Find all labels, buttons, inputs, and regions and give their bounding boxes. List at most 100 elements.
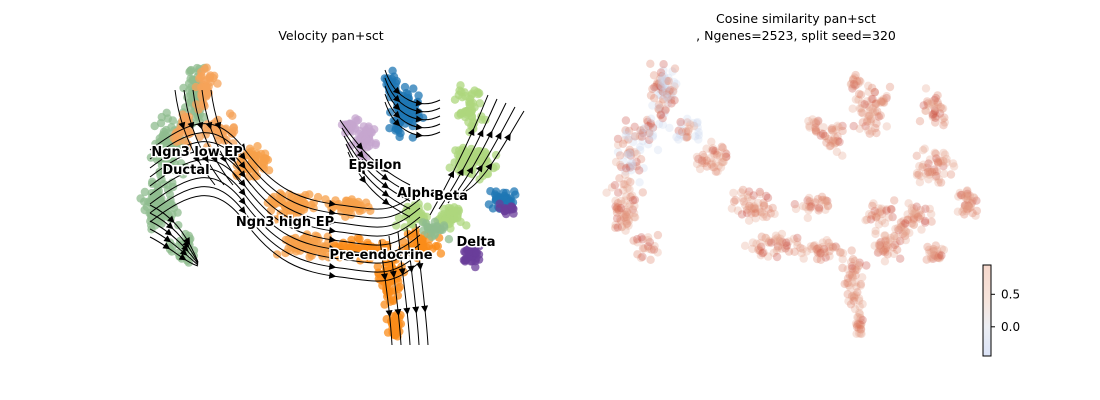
cell-point xyxy=(754,245,763,255)
cell-point xyxy=(805,197,814,206)
cell-point xyxy=(830,137,840,146)
cell-point xyxy=(765,236,774,246)
cell-point xyxy=(865,110,874,120)
cell-point xyxy=(718,158,728,167)
cell-point xyxy=(807,244,816,254)
cell-point xyxy=(930,167,940,177)
cell-point xyxy=(825,243,834,252)
cell-point xyxy=(924,168,934,177)
cell-point xyxy=(851,81,860,90)
streamline-arrow xyxy=(385,310,393,318)
cell-point xyxy=(654,104,663,114)
cell-point xyxy=(660,109,669,118)
streamline-arrow xyxy=(415,107,424,115)
cell-point xyxy=(890,240,900,250)
cell-point xyxy=(936,158,945,167)
cell-point xyxy=(790,200,799,209)
streamline xyxy=(149,141,421,228)
cell-point xyxy=(872,211,882,221)
cell-point xyxy=(762,191,771,201)
cell-point xyxy=(689,121,699,131)
cell-point xyxy=(654,105,664,114)
cell-point xyxy=(968,197,977,206)
streamline xyxy=(384,85,441,121)
cell-point xyxy=(650,241,659,251)
cell-point xyxy=(902,227,911,236)
cell-point xyxy=(658,87,668,96)
cell-point xyxy=(871,210,880,219)
cell-point xyxy=(871,229,880,239)
cell-point xyxy=(646,120,655,130)
cell-point xyxy=(862,97,872,106)
cell-point xyxy=(648,130,658,140)
cell-point xyxy=(858,118,867,127)
cell-point xyxy=(656,110,666,119)
cell-point xyxy=(927,217,936,226)
cell-point xyxy=(854,79,863,88)
cell-point xyxy=(656,82,665,91)
cell-point xyxy=(653,248,662,257)
streamline-arrow xyxy=(392,102,401,111)
cell-point xyxy=(666,95,676,104)
cell-point xyxy=(626,148,635,157)
cell-point xyxy=(770,209,779,219)
cell-point xyxy=(931,103,940,112)
streamline-arrow xyxy=(210,154,218,163)
cell-point xyxy=(849,79,859,89)
cell-point xyxy=(932,167,941,176)
cell-point xyxy=(939,148,948,158)
cell-point xyxy=(692,152,702,162)
cell-point xyxy=(782,238,791,247)
cell-point xyxy=(655,103,664,113)
cell-point xyxy=(602,188,611,197)
streamline-arrow xyxy=(476,164,483,173)
cell-point xyxy=(630,148,639,157)
streamline-arrow xyxy=(412,306,420,314)
cell-point xyxy=(663,94,672,103)
streamline xyxy=(201,89,243,186)
cell-point xyxy=(621,131,631,140)
cell-point xyxy=(681,127,691,136)
cell-point xyxy=(854,95,863,105)
cell-point xyxy=(814,247,823,256)
cell-point xyxy=(868,107,878,117)
cell-point xyxy=(832,138,841,147)
cell-point xyxy=(624,148,633,157)
cell-point xyxy=(616,203,626,213)
cell-point xyxy=(622,212,632,221)
cell-point xyxy=(826,141,835,150)
cell-point xyxy=(707,137,716,146)
cell-point xyxy=(664,76,673,86)
cell-point xyxy=(356,256,365,265)
cell-point xyxy=(652,80,662,89)
cell-point xyxy=(741,201,750,210)
cell-point xyxy=(811,198,820,207)
cell-point xyxy=(843,265,852,274)
colorbar: 0.5 0.0 xyxy=(982,264,1020,357)
cell-point xyxy=(855,124,864,133)
cell-point xyxy=(923,167,933,177)
velocity-panel: Velocity pan+sct Ngn3 low EP Ductal Epsi… xyxy=(136,28,525,346)
cell-point xyxy=(245,148,254,157)
label-ngn3-low-ep: Ngn3 low EP xyxy=(151,145,242,160)
cell-point xyxy=(620,213,629,222)
cell-point xyxy=(857,329,866,339)
streamline-arrow xyxy=(328,226,337,234)
cell-point xyxy=(861,122,870,131)
streamline-arrow xyxy=(504,133,511,142)
cell-point xyxy=(940,169,949,178)
cell-point xyxy=(621,217,631,226)
cell-point xyxy=(702,162,712,171)
cell-point xyxy=(827,126,837,135)
cell-point xyxy=(879,94,888,104)
cell-point xyxy=(852,320,862,330)
cell-point xyxy=(395,282,404,292)
cell-point xyxy=(658,95,668,104)
streamline-arrow xyxy=(238,197,246,205)
cell-point xyxy=(669,85,678,94)
cell-point xyxy=(486,187,495,196)
cell-point xyxy=(286,209,295,219)
cell-point xyxy=(373,246,382,255)
cell-point xyxy=(865,129,874,138)
cell-point xyxy=(838,263,847,273)
